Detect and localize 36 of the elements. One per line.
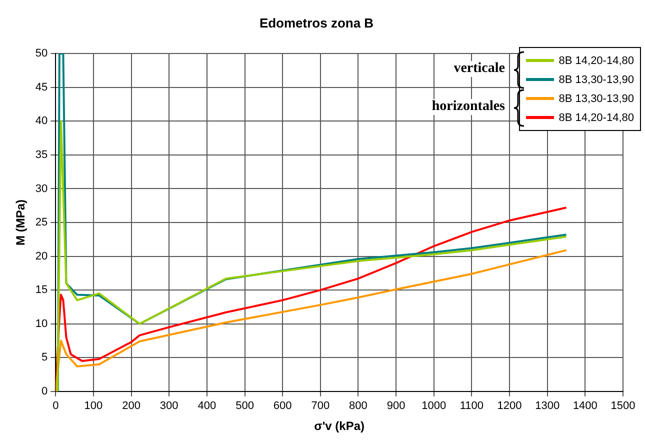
y-axis-title: M (MPa): [14, 200, 28, 246]
x-tick-label: 100: [84, 400, 103, 412]
x-tick-label: 1300: [535, 400, 560, 412]
x-axis-title: σ'v (kPa): [314, 419, 365, 434]
annotation: verticale: [452, 61, 507, 77]
legend-label: 8B 14,20-14,80: [558, 110, 634, 126]
x-tick-label: 400: [198, 400, 216, 412]
x-tick-label: 200: [122, 400, 140, 412]
y-tick-label: 25: [35, 216, 48, 229]
y-tick-label: 10: [35, 318, 48, 330]
annotation: horizontales: [430, 99, 507, 115]
y-tick-label: 5: [42, 352, 48, 364]
y-tick-label: 35: [35, 148, 48, 161]
x-tick-label: 700: [311, 400, 330, 412]
x-tick-label: 500: [236, 400, 254, 412]
x-tick-label: 600: [273, 400, 292, 412]
y-tick-label: 50: [35, 48, 48, 60]
y-tick-label: 20: [35, 250, 48, 262]
x-tick-label: 0: [52, 400, 59, 412]
x-tick-label: 1400: [572, 400, 598, 412]
x-tick-label: 1000: [422, 400, 446, 412]
legend-label: 8B 13,30-13,90: [558, 72, 634, 88]
y-tick-label: 40: [35, 115, 48, 128]
x-tick-label: 800: [349, 400, 368, 412]
y-tick-label: 15: [35, 284, 48, 296]
x-tick-label: 1500: [610, 400, 636, 412]
x-tick-label: 900: [386, 400, 406, 412]
legend-label: 8B 14,20-14,80: [558, 54, 634, 68]
y-tick-label: 0: [42, 385, 48, 398]
x-tick-label: 1100: [460, 400, 484, 412]
chart-title: Edometros zona B: [259, 15, 374, 30]
legend-label: 8B 13,30-13,90: [558, 92, 634, 106]
x-tick-label: 300: [160, 400, 178, 412]
y-tick-label: 45: [35, 81, 48, 94]
x-tick-label: 1200: [497, 400, 522, 412]
y-tick-label: 30: [35, 182, 48, 195]
